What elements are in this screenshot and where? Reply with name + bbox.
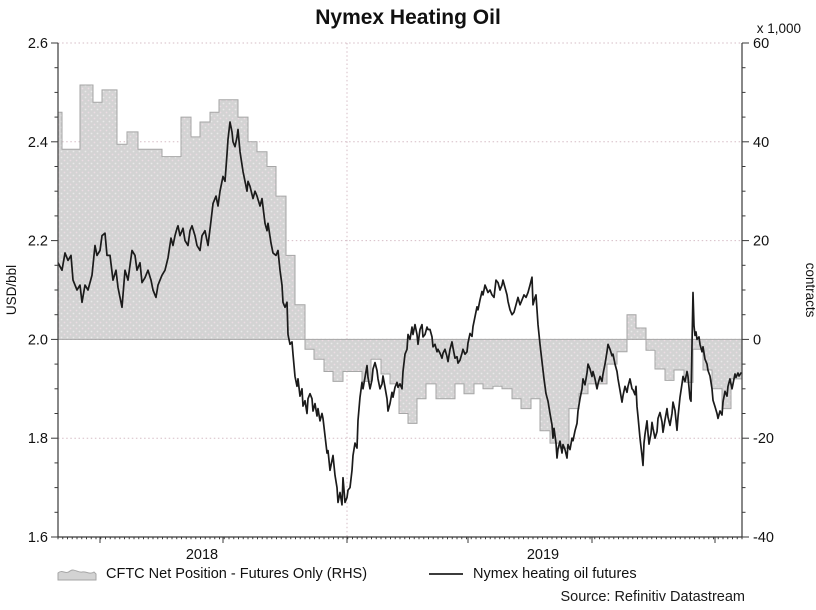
right-axis-tick-label: 20 bbox=[753, 234, 769, 250]
right-axis-tick-label: -20 bbox=[753, 431, 774, 447]
right-axis-tick-label: 60 bbox=[753, 36, 769, 52]
legend-item-cftc-area: CFTC Net Position - Futures Only (RHS) bbox=[57, 566, 367, 582]
right-axis-tick-label: 40 bbox=[753, 135, 769, 151]
left-axis-tick-label: 2.4 bbox=[28, 135, 48, 151]
line-series-swatch-icon bbox=[429, 573, 463, 575]
left-axis-tick-label: 2.0 bbox=[28, 332, 48, 348]
heating-oil-price-line bbox=[58, 121, 742, 506]
cftc-net-position-area bbox=[58, 84, 742, 449]
legend-label: CFTC Net Position - Futures Only (RHS) bbox=[106, 566, 368, 582]
source-attribution: Source: Refinitiv Datastream bbox=[560, 589, 745, 605]
legend-item-price-line: Nymex heating oil futures bbox=[428, 566, 637, 582]
right-axis-title: contracts bbox=[803, 263, 816, 318]
x-axis-year-label: 2019 bbox=[527, 547, 559, 563]
left-axis-title: USD/bbl bbox=[4, 265, 19, 315]
left-axis-tick-label: 1.6 bbox=[28, 530, 48, 546]
x-axis-year-label: 2018 bbox=[186, 547, 218, 563]
right-axis-tick-label: 0 bbox=[753, 332, 761, 348]
legend-label: Nymex heating oil futures bbox=[473, 566, 637, 582]
axis-ticks bbox=[51, 42, 749, 543]
left-axis-tick-label: 1.8 bbox=[28, 431, 48, 447]
area-series-swatch-icon bbox=[57, 569, 97, 581]
chart-title: Nymex Heating Oil bbox=[315, 6, 501, 29]
right-axis-unit-label: x 1,000 bbox=[757, 21, 801, 36]
left-axis-tick-label: 2.2 bbox=[28, 234, 48, 250]
right-axis-tick-label: -40 bbox=[753, 530, 774, 546]
left-axis-tick-label: 2.6 bbox=[28, 36, 48, 52]
